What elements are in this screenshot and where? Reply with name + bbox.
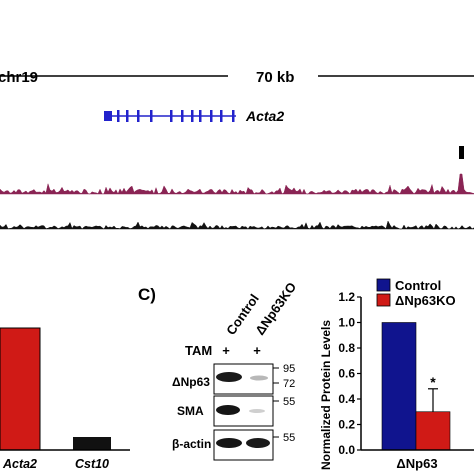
tam-sign-control: + xyxy=(222,343,230,358)
gene-name-label: Acta2 xyxy=(245,108,284,124)
band-sma-ko xyxy=(249,409,265,413)
x-category-label: ΔNp63 xyxy=(396,456,437,471)
marker-55-actin: 55 xyxy=(283,432,295,444)
gene-exon xyxy=(126,110,129,122)
gene-model xyxy=(104,110,236,122)
peak-marker xyxy=(459,146,464,159)
row-label-dnp63: ΔNp63 xyxy=(172,375,210,389)
gene-utr-block xyxy=(104,111,112,121)
y-tick-label: 0.2 xyxy=(338,418,355,432)
gene-exon xyxy=(210,110,213,122)
chromosome-label: chr19 xyxy=(0,69,38,86)
bar-control xyxy=(381,322,417,451)
bar-ko xyxy=(415,411,451,451)
partial-label-cst10: Cst10 xyxy=(75,457,109,471)
legend-swatch-control xyxy=(376,278,391,292)
partial-bar-chart: Acta2 Cst10 xyxy=(0,327,130,471)
y-tick-label: 1.0 xyxy=(338,316,355,330)
signal-track xyxy=(0,173,474,195)
y-tick-label: 0.8 xyxy=(338,341,355,355)
row-label-sma: SMA xyxy=(177,404,204,418)
gene-exon xyxy=(220,110,223,122)
tam-sign-ko: + xyxy=(253,343,261,358)
y-tick-label: 1.2 xyxy=(338,290,355,304)
gene-exon xyxy=(191,110,194,122)
bar-cst10 xyxy=(73,437,111,450)
gene-exon xyxy=(150,110,153,122)
gene-exon xyxy=(199,110,202,122)
marker-72: 72 xyxy=(283,378,295,390)
quantification-chart: Normalized Protein Levels 0.00.20.40.60.… xyxy=(319,278,474,471)
marker-55-sma: 55 xyxy=(283,396,295,408)
bar-acta2 xyxy=(0,327,41,451)
band-dnp63-control xyxy=(216,372,242,382)
legend-label-control: Control xyxy=(395,278,441,293)
bars xyxy=(381,322,451,451)
gene-exon xyxy=(137,110,140,122)
scale-label: 70 kb xyxy=(256,69,294,86)
y-axis-label: Normalized Protein Levels xyxy=(319,320,333,470)
gene-exon xyxy=(170,110,173,122)
legend-swatch-ko xyxy=(376,293,391,307)
gene-exon xyxy=(181,110,184,122)
gene-exon xyxy=(117,110,120,122)
y-tick-label: 0.6 xyxy=(338,367,355,381)
gene-exon xyxy=(232,110,235,122)
legend-label-ko: ΔNp63KO xyxy=(395,293,456,308)
marker-95: 95 xyxy=(283,363,295,375)
baseline-track xyxy=(0,220,474,230)
band-actin-ko xyxy=(246,438,270,448)
legend: Control ΔNp63KO xyxy=(376,278,456,308)
y-tick-label: 0.0 xyxy=(338,443,355,457)
row-label-beta-actin: β-actin xyxy=(172,437,211,451)
panel-c-letter: C) xyxy=(138,285,156,304)
y-ticks: 0.0 0.2 0.4 0.6 0.8 1.0 1.2 xyxy=(338,290,361,457)
lane-header-ko: ΔNp63KO xyxy=(252,279,299,337)
significance-star: * xyxy=(430,374,436,390)
partial-label-acta2: Acta2 xyxy=(2,457,37,471)
band-sma-control xyxy=(216,405,240,415)
band-actin-control xyxy=(216,438,242,448)
western-blot: Control ΔNp63KO TAM + + ΔNp63 95 72 SMA … xyxy=(172,279,299,461)
tam-label: TAM xyxy=(185,343,212,358)
y-tick-label: 0.4 xyxy=(338,392,355,406)
band-dnp63-ko xyxy=(250,375,268,381)
